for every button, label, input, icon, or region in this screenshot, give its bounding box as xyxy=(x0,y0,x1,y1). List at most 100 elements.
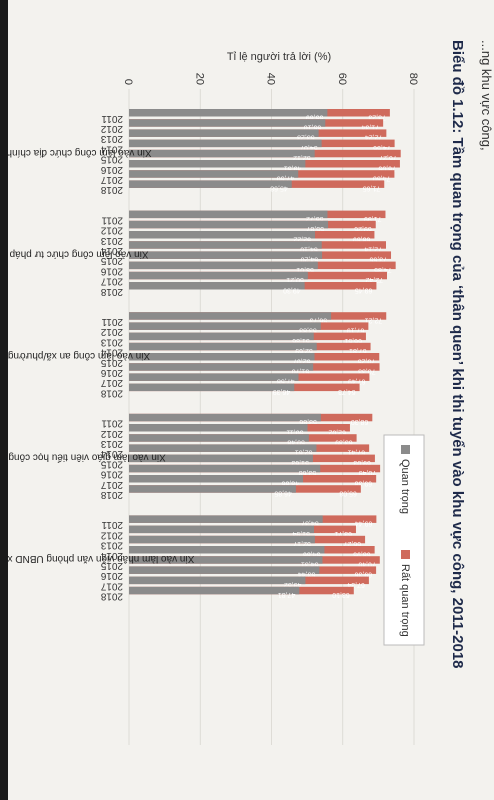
bar-quan-trong xyxy=(129,353,315,361)
bar-quan-trong xyxy=(129,129,319,137)
year-label: 2017 xyxy=(100,479,123,490)
value-label-quan-trong: 53,68 xyxy=(299,469,317,476)
value-label-quan-trong: 54,20 xyxy=(300,256,318,263)
group-label: Xin vào làm nhân viên văn phòng UBND xã/… xyxy=(8,553,194,564)
value-label-rat-quan-trong: 76,05 xyxy=(378,164,396,171)
value-label-rat-quan-trong: 66,27 xyxy=(343,540,361,547)
group-label: Xin vào làm công an xã/phường xyxy=(8,350,150,361)
year-label: 2017 xyxy=(100,174,123,185)
value-label-rat-quan-trong: 74,56 xyxy=(373,144,391,151)
value-label-rat-quan-trong: 62,02 xyxy=(328,428,346,435)
value-label-quan-trong: 54,10 xyxy=(300,245,318,252)
value-label-quan-trong: 55,87 xyxy=(306,225,324,232)
bar-quan-trong xyxy=(129,241,322,249)
bar-quan-trong xyxy=(129,566,320,574)
value-label-rat-quan-trong: 67,81 xyxy=(349,347,367,354)
value-label-quan-trong: 56,73 xyxy=(309,316,327,323)
bar-quan-trong xyxy=(129,180,292,188)
year-label: 2015 xyxy=(100,560,123,571)
value-label-quan-trong: 54,31 xyxy=(301,560,319,567)
value-label-rat-quan-trong: 69,36 xyxy=(354,571,372,578)
bar-quan-trong xyxy=(129,119,326,127)
value-label-quan-trong: 55,69 xyxy=(306,113,324,120)
year-label: 2011 xyxy=(101,418,123,429)
value-label-rat-quan-trong: 69,26 xyxy=(354,225,372,232)
value-label-rat-quan-trong: 70,33 xyxy=(358,367,376,374)
value-label-quan-trong: 53,86 xyxy=(299,418,317,425)
value-label-quan-trong: 48,86 xyxy=(281,479,299,486)
year-label: 2013 xyxy=(100,336,123,347)
value-label-rat-quan-trong: 72,24 xyxy=(365,134,383,141)
value-label-rat-quan-trong: 72,42 xyxy=(365,276,383,283)
year-label: 2018 xyxy=(100,489,123,500)
year-label: 2014 xyxy=(100,245,123,256)
value-label-rat-quan-trong: 63,71 xyxy=(334,530,352,537)
value-label-quan-trong: 52,12 xyxy=(293,154,311,161)
value-label-rat-quan-trong: 64,73 xyxy=(338,388,356,395)
year-label: 2012 xyxy=(100,428,123,439)
value-label-rat-quan-trong: 73,23 xyxy=(368,113,386,120)
value-label-rat-quan-trong: 76,27 xyxy=(379,154,397,161)
bar-quan-trong xyxy=(129,535,315,544)
bar-quan-trong xyxy=(129,251,323,259)
value-label-rat-quan-trong: 69,45 xyxy=(355,286,373,293)
value-label-quan-trong: 51,63 xyxy=(291,459,309,466)
value-label-rat-quan-trong: 67,19 xyxy=(347,327,365,334)
value-label-quan-trong: 46,39 xyxy=(273,388,291,395)
year-label: 2016 xyxy=(100,469,123,480)
value-label-quan-trong: 54,86 xyxy=(303,550,321,557)
bar-quan-trong xyxy=(129,139,322,148)
bar-quan-trong xyxy=(129,464,321,473)
value-label-quan-trong: 51,94 xyxy=(292,530,310,537)
value-label-quan-trong: 49,30 xyxy=(283,286,301,293)
bar-quan-trong xyxy=(129,160,306,168)
year-label: 2011 xyxy=(101,214,123,225)
rotated-content: ...ng khu vực công, Biểu đồ 1.12: Tầm qu… xyxy=(8,0,494,800)
value-label-rat-quan-trong: 67,49 xyxy=(348,378,366,385)
bar-quan-trong xyxy=(129,576,306,585)
value-label-rat-quan-trong: 69,38 xyxy=(355,479,373,486)
group-label: Xin vào làm giáo viên tiểu học công lập xyxy=(8,452,166,464)
value-label-rat-quan-trong: 63,89 xyxy=(335,438,353,445)
year-label: 2017 xyxy=(100,377,123,388)
value-label-rat-quan-trong: 73,55 xyxy=(369,256,387,263)
value-label-quan-trong: 50,11 xyxy=(286,428,303,435)
y-tick-label: 20 xyxy=(193,73,205,85)
bar-quan-trong xyxy=(129,475,304,483)
value-label-rat-quan-trong: 69,03 xyxy=(353,459,371,466)
bar-quan-trong xyxy=(129,373,299,381)
value-label-quan-trong: 47,58 xyxy=(277,378,295,385)
bar-quan-trong xyxy=(129,271,308,280)
value-label-quan-trong: 52,69 xyxy=(295,347,313,354)
axis-title: Tỉ lệ người trả lời (%) xyxy=(227,51,331,63)
bar-quan-trong xyxy=(129,109,328,117)
value-label-quan-trong: 52,17 xyxy=(293,540,311,547)
value-label-quan-trong: 53,44 xyxy=(298,571,316,578)
value-label-rat-quan-trong: 71,99 xyxy=(364,215,382,222)
bar-quan-trong xyxy=(129,363,314,371)
value-label-quan-trong: 49,52 xyxy=(284,581,302,588)
y-tick-label: 80 xyxy=(407,73,419,85)
legend-label-rat-quan-trong: Rất quan trọng xyxy=(399,564,411,637)
bar-quan-trong xyxy=(129,332,314,341)
value-label-rat-quan-trong: 72,21 xyxy=(365,316,383,323)
year-label: 2016 xyxy=(100,164,123,175)
year-label: 2011 xyxy=(101,113,123,124)
bar-quan-trong xyxy=(129,261,318,270)
year-label: 2013 xyxy=(100,540,123,551)
year-label: 2012 xyxy=(100,225,123,236)
value-label-quan-trong: 55,10 xyxy=(304,123,322,130)
value-label-quan-trong: 52,22 xyxy=(293,235,311,242)
year-label: 2015 xyxy=(100,154,123,165)
year-label: 2014 xyxy=(100,448,123,459)
value-label-rat-quan-trong: 74,85 xyxy=(374,266,392,273)
bar-quan-trong xyxy=(129,525,315,534)
year-label: 2015 xyxy=(100,458,123,469)
year-label: 2012 xyxy=(100,326,123,337)
value-label-rat-quan-trong: 66,51 xyxy=(344,337,362,344)
bar-quan-trong xyxy=(129,515,323,523)
year-label: 2016 xyxy=(100,570,123,581)
group-label: Xin vào làm công chức địa chính xyxy=(8,147,152,158)
bar-quan-trong xyxy=(129,434,309,442)
value-label-quan-trong: 52,07 xyxy=(293,357,311,364)
